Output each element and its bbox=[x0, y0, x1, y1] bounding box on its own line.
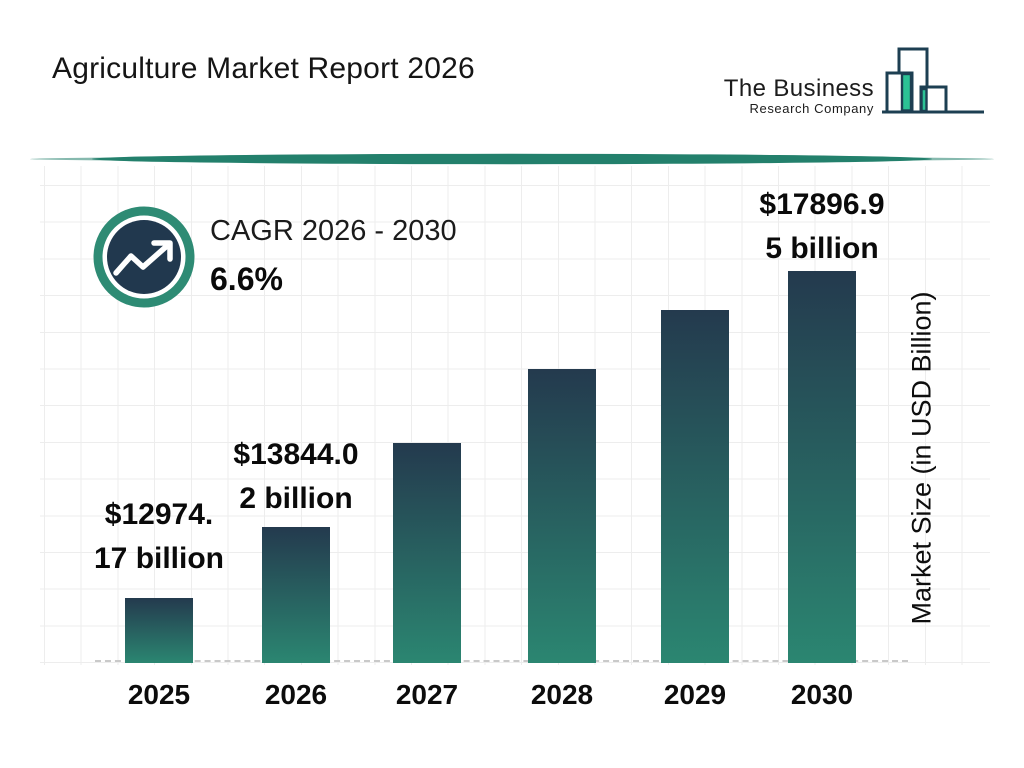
x-tick-2030: 2030 bbox=[790, 679, 854, 710]
value-label-2025-line1: $12974. bbox=[104, 498, 214, 531]
x-tick-2025: 2025 bbox=[127, 679, 191, 710]
x-tick-2027: 2027 bbox=[395, 679, 459, 710]
logo-company-name: The Business bbox=[723, 75, 874, 102]
growth-trend-icon bbox=[93, 206, 195, 308]
x-tick-2028: 2028 bbox=[530, 679, 594, 710]
x-axis-dashed-baseline bbox=[95, 660, 908, 662]
company-logo: The Business Research Company bbox=[724, 40, 988, 120]
value-label-2030: $17896.9 5 billion bbox=[712, 183, 932, 271]
bar-2030 bbox=[788, 271, 856, 663]
x-tick-2029: 2029 bbox=[663, 679, 727, 710]
bar-2026 bbox=[262, 527, 330, 663]
value-label-2026-line1: $13844.0 bbox=[233, 438, 359, 471]
value-label-2026: $13844.0 2 billion bbox=[186, 433, 406, 521]
page-title: Agriculture Market Report 2026 bbox=[52, 52, 475, 85]
bar-2029 bbox=[661, 310, 729, 663]
x-tick-2026: 2026 bbox=[264, 679, 328, 710]
value-label-2030-line1: $17896.9 bbox=[759, 188, 885, 221]
bar-2028 bbox=[528, 369, 596, 663]
y-axis-label: Market Size (in USD Billion) bbox=[906, 291, 937, 625]
bar-2027 bbox=[393, 443, 461, 663]
logo-company-subtitle: Research Company bbox=[749, 101, 874, 116]
header-divider bbox=[30, 153, 994, 165]
cagr-value: 6.6% bbox=[210, 261, 283, 297]
bar-2025 bbox=[125, 598, 193, 663]
cagr-period-label: CAGR 2026 - 2030 bbox=[210, 215, 457, 247]
bar-skyline-logo-icon bbox=[882, 47, 984, 114]
value-label-2030-line2: 5 billion bbox=[765, 232, 879, 265]
value-label-2025: $12974. 17 billion bbox=[49, 493, 269, 581]
value-label-2025-line2: 17 billion bbox=[93, 542, 225, 575]
logo-text: The Business Research Company bbox=[723, 75, 874, 116]
value-label-2026-line2: 2 billion bbox=[239, 482, 353, 515]
